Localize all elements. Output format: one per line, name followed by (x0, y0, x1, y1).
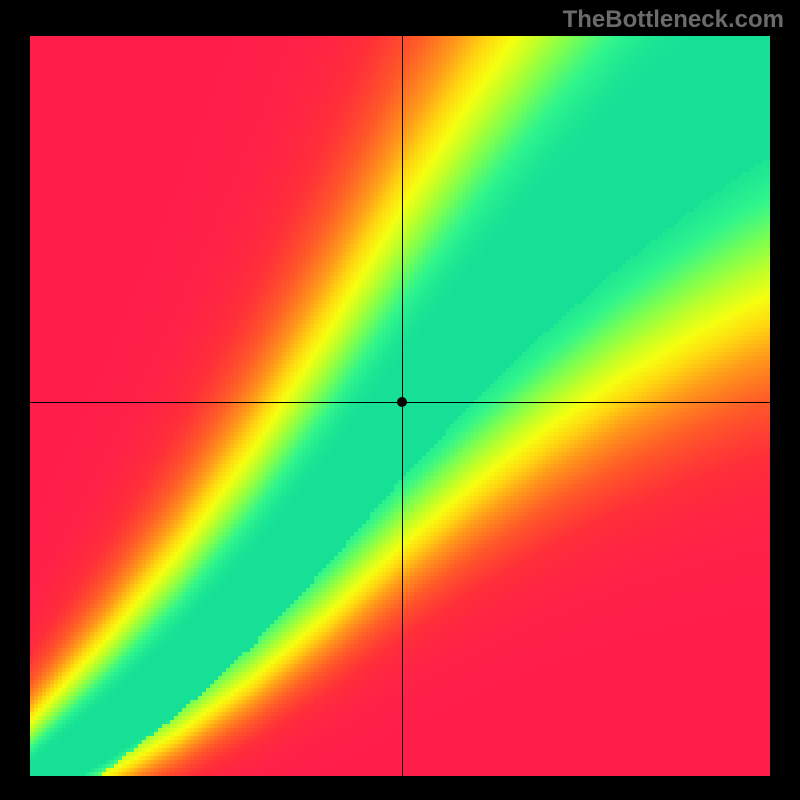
watermark-text: TheBottleneck.com (563, 6, 784, 34)
chart-container: TheBottleneck.com (0, 0, 800, 800)
